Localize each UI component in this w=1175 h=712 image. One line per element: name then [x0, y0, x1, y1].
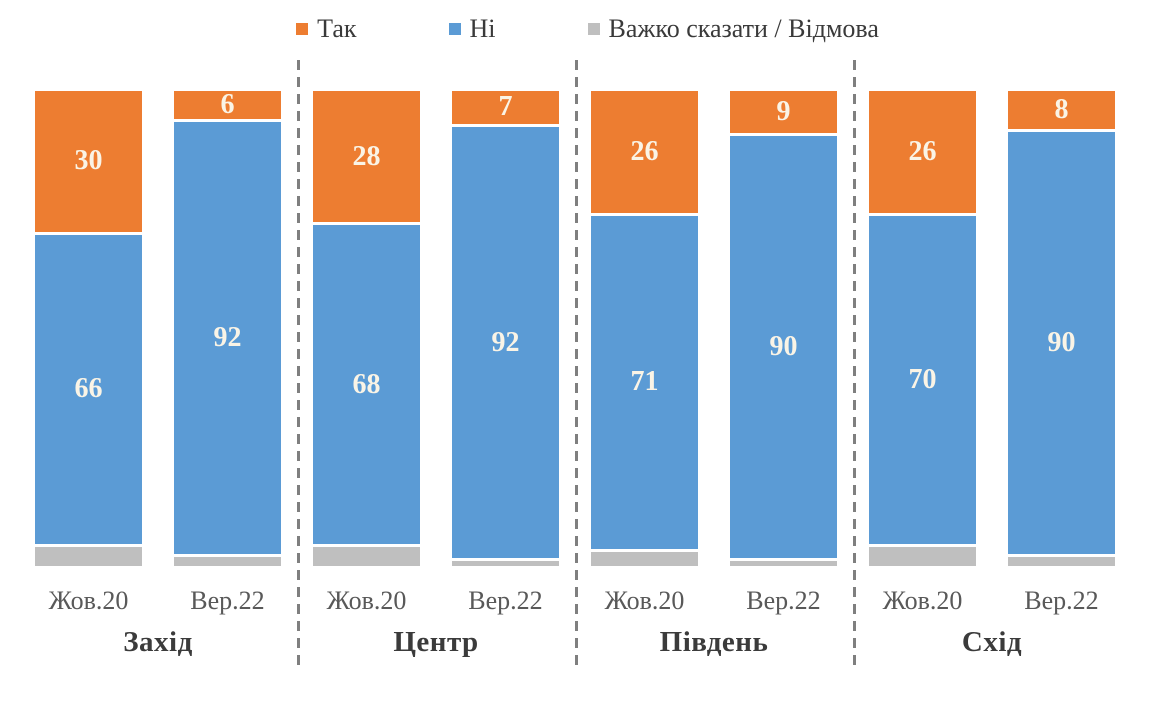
group-divider [853, 60, 856, 672]
tak-swatch-icon [296, 23, 309, 35]
segment-vazhko [869, 547, 976, 566]
segment-tak: 30 [35, 91, 142, 232]
group-divider [297, 60, 300, 672]
chart-legend: Так Ні Важко сказати / Відмова [0, 14, 1175, 44]
value-label: 68 [352, 368, 381, 400]
segment-ni: 92 [452, 126, 559, 559]
legend-item-ni: Ні [448, 14, 496, 44]
segment-vazhko [313, 547, 420, 566]
x-tick-label: Вер.22 [746, 586, 821, 615]
segment-ni: 71 [591, 215, 698, 549]
x-tick-label: Вер.22 [190, 586, 265, 615]
segment-ni: 68 [313, 225, 420, 545]
stacked-bar: 30 66 [35, 91, 142, 567]
value-label: 66 [74, 373, 103, 405]
value-label: 28 [352, 140, 381, 172]
segment-ni: 90 [730, 136, 837, 559]
group-label: Південь [659, 626, 769, 658]
legend-item-tak: Так [296, 14, 357, 44]
value-label: 92 [491, 326, 520, 358]
vazhko-swatch-icon [587, 23, 600, 35]
segment-vazhko [174, 556, 281, 566]
value-label: 71 [630, 366, 659, 398]
bar-group: 30 66 6 92 Жов.20 Вер.22 Захід [35, 91, 281, 659]
legend-label-ni: Ні [469, 14, 496, 43]
stacked-bar: 26 70 [869, 91, 976, 566]
value-label: 26 [630, 135, 659, 167]
legend-label-vazhko: Важко сказати / Відмова [608, 14, 879, 43]
segment-vazhko [452, 561, 559, 566]
group-label: Захід [123, 626, 193, 658]
value-label: 70 [908, 364, 937, 396]
x-tick-label: Жов.20 [326, 586, 407, 615]
x-tick-label: Жов.20 [882, 586, 963, 615]
value-label: 90 [769, 331, 798, 363]
ni-swatch-icon [448, 23, 461, 35]
x-tick-label: Вер.22 [468, 586, 543, 615]
bar-group: 26 71 9 90 Жов.20 Вер.22 Південь [591, 91, 837, 659]
segment-ni: 70 [869, 215, 976, 545]
segment-tak: 7 [452, 91, 559, 124]
stacked-bar: 26 71 [591, 91, 698, 566]
x-tick-label: Жов.20 [604, 586, 685, 615]
segment-vazhko [35, 547, 142, 567]
stacked-bar: 28 68 [313, 91, 420, 566]
segment-tak: 9 [730, 91, 837, 134]
group-divider [575, 60, 578, 672]
x-tick-label: Вер.22 [1024, 586, 1099, 615]
stacked-bar: 7 92 [452, 91, 559, 566]
segment-vazhko [1008, 556, 1115, 566]
value-label: 6 [220, 89, 235, 121]
segment-tak: 8 [1008, 91, 1115, 129]
value-label: 26 [908, 135, 937, 167]
value-label: 92 [213, 321, 242, 353]
segment-ni: 66 [35, 234, 142, 545]
legend-label-tak: Так [317, 14, 357, 43]
segment-ni: 92 [174, 122, 281, 554]
x-tick-label: Жов.20 [48, 586, 129, 615]
stacked-bar: 8 90 [1008, 91, 1115, 566]
value-label: 30 [74, 145, 103, 177]
segment-tak: 26 [869, 91, 976, 213]
value-label: 9 [776, 96, 791, 128]
stacked-bar: 9 90 [730, 91, 837, 566]
value-label: 90 [1047, 326, 1076, 358]
value-label: 7 [498, 91, 513, 123]
segment-vazhko [591, 551, 698, 566]
legend-item-vazhko: Важко сказати / Відмова [587, 14, 879, 44]
segment-tak: 6 [174, 89, 281, 121]
bar-group: 26 70 8 90 Жов.20 Вер.22 Схід [869, 91, 1115, 659]
group-label: Схід [961, 626, 1023, 658]
value-label: 8 [1054, 93, 1069, 125]
stacked-bar: 6 92 [174, 91, 281, 566]
bar-group: 28 68 7 92 Жов.20 Вер.22 Центр [313, 91, 559, 659]
stacked-bar-chart: 30 66 6 92 Жов.20 Вер.22 Захід 28 68 7 92 Жов.20 Вер… [0, 60, 1175, 672]
segment-vazhko [730, 561, 837, 566]
segment-ni: 90 [1008, 131, 1115, 554]
group-label: Центр [393, 626, 479, 658]
segment-tak: 28 [313, 91, 420, 223]
segment-tak: 26 [591, 91, 698, 213]
